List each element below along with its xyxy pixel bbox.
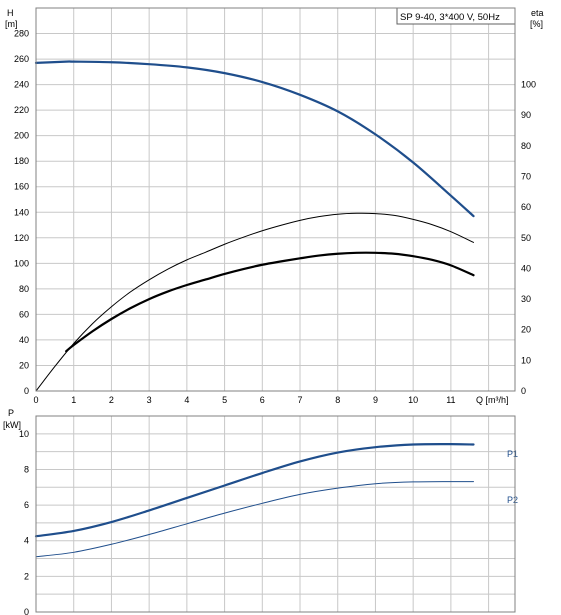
chart-title: SP 9-40, 3*400 V, 50Hz: [400, 12, 500, 23]
power-tick-label: 4: [24, 536, 29, 546]
y-right-tick-label: 100: [521, 80, 536, 90]
p2-power-curve: [35, 481, 475, 558]
y-left-tick-label: 200: [14, 131, 29, 141]
p1-series-label: P1: [507, 449, 518, 459]
power-label-symbol: P: [8, 408, 14, 418]
efficiency-curve-total: [35, 212, 475, 392]
p2-series-label: P2: [507, 495, 518, 505]
efficiency-curve-pump: [65, 251, 475, 353]
y-left-tick-label: 140: [14, 207, 29, 217]
y-left-tick-label: 180: [14, 156, 29, 166]
y-right-label-symbol: eta: [531, 8, 544, 18]
power-tick-label: 6: [24, 500, 29, 510]
y-left-tick-label: 20: [19, 360, 29, 370]
y-right-tick-label: 40: [521, 263, 531, 273]
y-left-tick-label: 260: [14, 54, 29, 64]
curves-layer: [34, 60, 475, 558]
y-left-tick-label: 40: [19, 335, 29, 345]
y-left-label-symbol: H: [7, 8, 14, 18]
y-left-tick-label: 0: [24, 386, 29, 396]
lower-plot-frame: [35, 415, 516, 613]
y-right-tick-label: 20: [521, 325, 531, 335]
upper-plot-frame: [35, 7, 516, 392]
labels-layer: 0204060801001201401601802002202402602800…: [14, 29, 536, 615]
x-tick-label: 9: [373, 395, 378, 405]
y-left-tick-label: 220: [14, 105, 29, 115]
power-tick-label: 10: [19, 429, 29, 439]
grid-layer: [36, 7, 515, 612]
y-left-tick-label: 160: [14, 182, 29, 192]
power-tick-label: 0: [24, 607, 29, 615]
x-tick-label: 2: [109, 395, 114, 405]
x-tick-label: 10: [408, 395, 418, 405]
y-right-tick-label: 90: [521, 110, 531, 120]
y-left-tick-label: 80: [19, 284, 29, 294]
power-tick-label: 8: [24, 464, 29, 474]
x-axis-label: Q [m³/h]: [476, 395, 509, 405]
x-tick-label: 8: [335, 395, 340, 405]
power-label-unit: [kW]: [3, 420, 21, 430]
y-left-tick-label: 280: [14, 29, 29, 39]
p1-power-curve: [34, 443, 475, 538]
head-curve: [34, 60, 475, 218]
x-tick-label: 6: [260, 395, 265, 405]
x-tick-label: 5: [222, 395, 227, 405]
y-left-tick-label: 240: [14, 80, 29, 90]
y-right-tick-label: 10: [521, 355, 531, 365]
y-left-tick-label: 120: [14, 233, 29, 243]
y-right-tick-label: 70: [521, 172, 531, 182]
power-tick-label: 2: [24, 571, 29, 581]
y-right-label-unit: [%]: [530, 19, 543, 29]
x-tick-label: 3: [147, 395, 152, 405]
y-left-label-unit: [m]: [5, 19, 18, 29]
y-right-tick-label: 30: [521, 294, 531, 304]
y-left-tick-label: 60: [19, 309, 29, 319]
y-right-tick-label: 50: [521, 233, 531, 243]
y-right-tick-label: 0: [521, 386, 526, 396]
y-left-tick-label: 100: [14, 258, 29, 268]
y-right-tick-label: 80: [521, 141, 531, 151]
x-tick-label: 1: [71, 395, 76, 405]
y-right-tick-label: 60: [521, 202, 531, 212]
x-tick-label: 7: [298, 395, 303, 405]
x-tick-label: 11: [446, 395, 455, 405]
x-tick-label: 0: [33, 395, 38, 405]
x-tick-label: 4: [184, 395, 189, 405]
